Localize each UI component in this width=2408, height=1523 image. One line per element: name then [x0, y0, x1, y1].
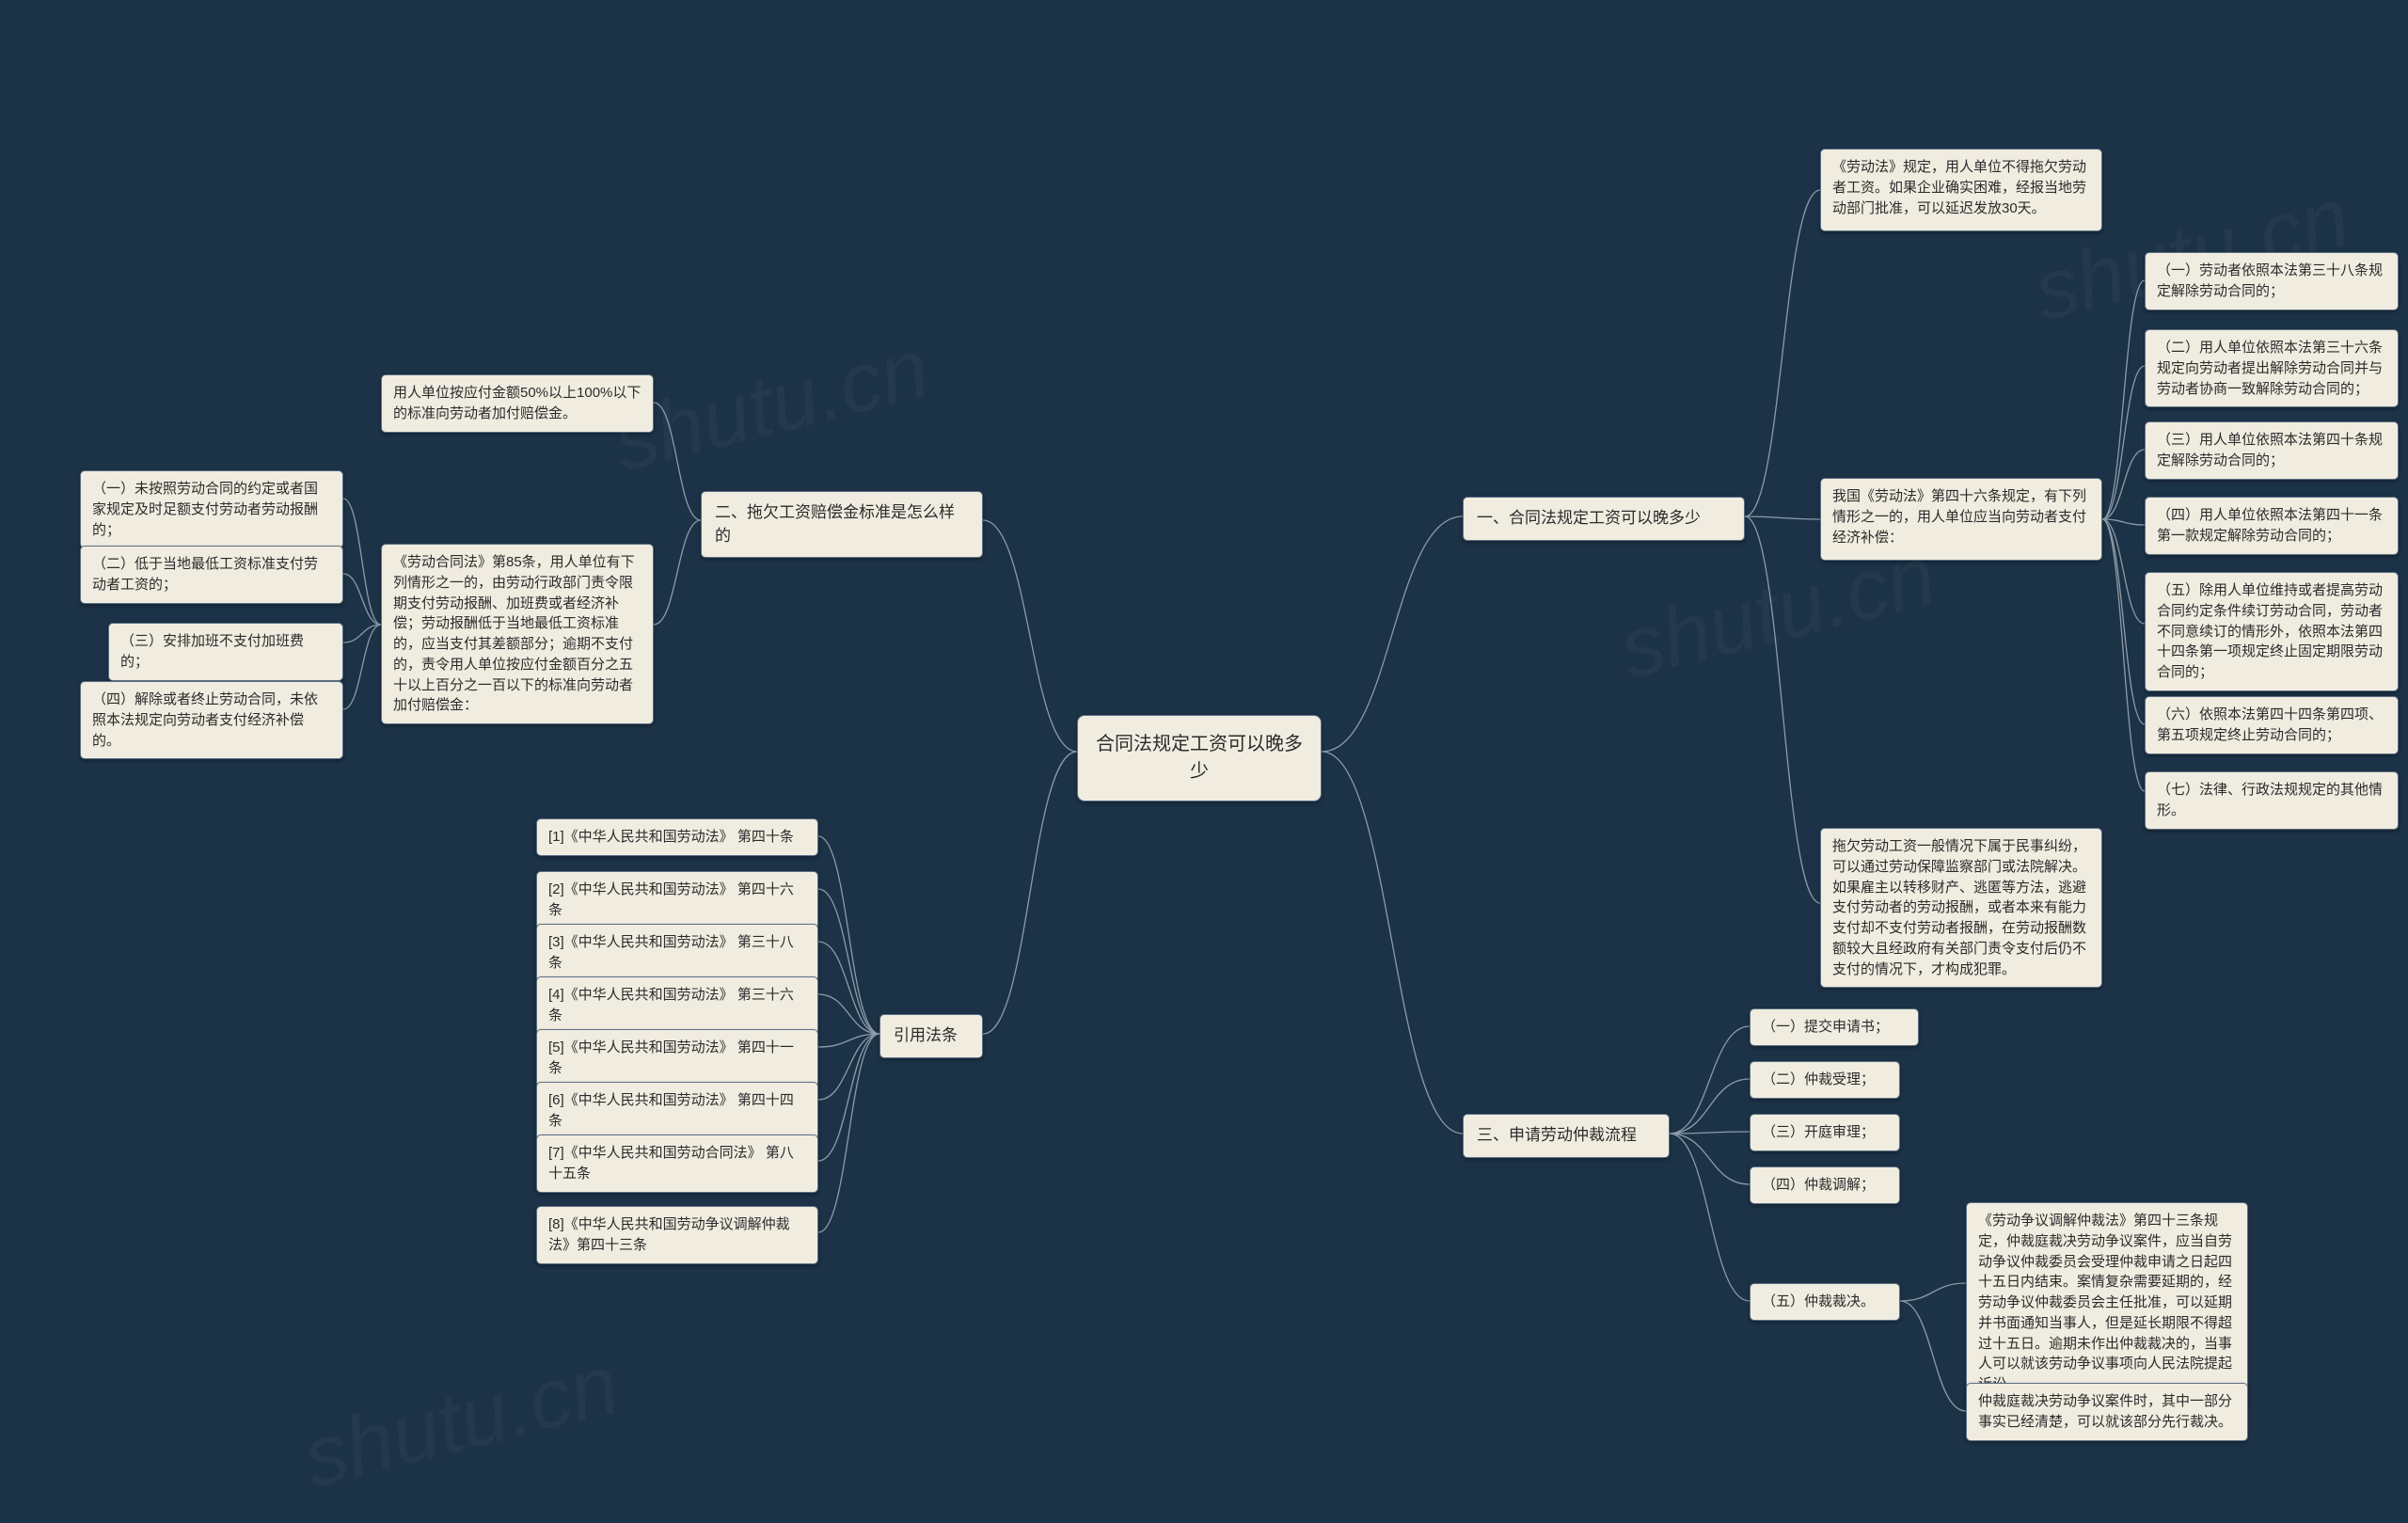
edge-b1-b1a	[1745, 190, 1820, 516]
node-b2b3: （三）安排加班不支付加班费的；	[108, 623, 343, 681]
node-b1a: 《劳动法》规定，用人单位不得拖欠劳动者工资。如果企业确实困难，经报当地劳动部门批…	[1820, 149, 2102, 231]
edge-b3-b3a	[1670, 1026, 1750, 1134]
node-b3: 三、申请劳动仲裁流程	[1463, 1114, 1670, 1158]
node-b2b2: （二）低于当地最低工资标准支付劳动者工资的；	[80, 546, 343, 604]
edge-b4-b4h	[818, 1034, 879, 1232]
node-b1c: 拖欠劳动工资一般情况下属于民事纠纷，可以通过劳动保障监察部门或法院解决。如果雇主…	[1820, 828, 2102, 988]
node-b1b3: （三）用人单位依照本法第四十条规定解除劳动合同的；	[2145, 421, 2399, 480]
edge-b3e-b3e2	[1900, 1301, 1966, 1411]
node-b1b: 我国《劳动法》第四十六条规定，有下列情形之一的，用人单位应当向劳动者支付经济补偿…	[1820, 478, 2102, 561]
edge-b4-b4f	[818, 1034, 879, 1100]
node-b1b1: （一）劳动者依照本法第三十八条规定解除劳动合同的；	[2145, 252, 2399, 310]
edge-b1b-b1b5	[2102, 519, 2145, 624]
node-b3a: （一）提交申请书；	[1750, 1008, 1919, 1046]
node-b1b2: （二）用人单位依照本法第三十六条规定向劳动者提出解除劳动合同并与劳动者协商一致解…	[2145, 329, 2399, 407]
edge-root-b4	[983, 752, 1077, 1034]
node-b2b1: （一）未按照劳动合同的约定或者国家规定及时足额支付劳动者劳动报酬的；	[80, 470, 343, 548]
edge-b4-b4b	[818, 889, 879, 1034]
edge-b2b-b2b1	[343, 499, 381, 625]
node-b4e: [5]《中华人民共和国劳动法》 第四十一条	[536, 1029, 818, 1087]
edge-b1b-b1b2	[2102, 366, 2145, 519]
node-b4b: [2]《中华人民共和国劳动法》 第四十六条	[536, 871, 818, 929]
edge-b4-b4d	[818, 994, 879, 1034]
edge-b1-b1b	[1745, 516, 1820, 519]
edge-b4-b4c	[818, 942, 879, 1034]
node-b1b5: （五）除用人单位维持或者提高劳动合同约定条件续订劳动合同，劳动者不同意续订的情形…	[2145, 572, 2399, 691]
edge-root-b2	[983, 520, 1077, 752]
edge-b1b-b1b1	[2102, 280, 2145, 519]
node-b1: 一、合同法规定工资可以晚多少	[1463, 497, 1745, 541]
edge-b2b-b2b2	[343, 574, 381, 625]
edge-b1-b1c	[1745, 516, 1820, 903]
node-b2a: 用人单位按应付金额50%以上100%以下的标准向劳动者加付赔偿金。	[381, 374, 654, 433]
edge-b2b-b2b4	[343, 625, 381, 709]
edge-root-b3	[1322, 752, 1463, 1134]
watermark: shutu.cn	[605, 320, 939, 491]
node-root: 合同法规定工资可以晚多少	[1077, 715, 1322, 801]
node-b3e1: 《劳动争议调解仲裁法》第四十三条规定，仲裁庭裁决劳动争议案件，应当自劳动争议仲裁…	[1966, 1202, 2248, 1404]
edge-b1b-b1b6	[2102, 519, 2145, 724]
node-b1b6: （六）依照本法第四十四条第四项、第五项规定终止劳动合同的；	[2145, 696, 2399, 754]
node-b4f: [6]《中华人民共和国劳动法》 第四十四条	[536, 1082, 818, 1140]
node-b4g: [7]《中华人民共和国劳动合同法》 第八十五条	[536, 1134, 818, 1193]
edge-b3-b3c	[1670, 1132, 1750, 1134]
watermark: shutu.cn	[294, 1336, 628, 1507]
edge-b3-b3b	[1670, 1079, 1750, 1134]
edge-b2b-b2b3	[343, 625, 381, 643]
edge-b2-b2a	[654, 403, 701, 520]
edge-b1b-b1b4	[2102, 519, 2145, 525]
node-b3d: （四）仲裁调解；	[1750, 1166, 1900, 1204]
node-b3e: （五）仲裁裁决。	[1750, 1283, 1900, 1321]
node-b2b: 《劳动合同法》第85条，用人单位有下列情形之一的，由劳动行政部门责令限期支付劳动…	[381, 544, 654, 724]
edge-b1b-b1b7	[2102, 519, 2145, 791]
node-b4d: [4]《中华人民共和国劳动法》 第三十六条	[536, 976, 818, 1035]
edge-b1b-b1b3	[2102, 450, 2145, 519]
edge-b4-b4a	[818, 836, 879, 1034]
node-b3c: （三）开庭审理；	[1750, 1114, 1900, 1151]
node-b3e2: 仲裁庭裁决劳动争议案件时，其中一部分事实已经清楚，可以就该部分先行裁决。	[1966, 1383, 2248, 1441]
node-b1b4: （四）用人单位依照本法第四十一条第一款规定解除劳动合同的；	[2145, 497, 2399, 555]
edge-b3-b3d	[1670, 1134, 1750, 1184]
edge-b4-b4g	[818, 1034, 879, 1161]
node-b4a: [1]《中华人民共和国劳动法》 第四十条	[536, 818, 818, 856]
node-b4h: [8]《中华人民共和国劳动争议调解仲裁法》第四十三条	[536, 1206, 818, 1264]
node-b1b7: （七）法律、行政法规规定的其他情形。	[2145, 771, 2399, 830]
node-b3b: （二）仲裁受理；	[1750, 1061, 1900, 1099]
node-b2: 二、拖欠工资赔偿金标准是怎么样的	[701, 491, 983, 558]
node-b2b4: （四）解除或者终止劳动合同，未依照本法规定向劳动者支付经济补偿的。	[80, 681, 343, 759]
edge-b2-b2b	[654, 520, 701, 625]
edge-root-b1	[1322, 516, 1463, 752]
edge-b4-b4e	[818, 1034, 879, 1047]
edge-b3-b3e	[1670, 1134, 1750, 1301]
node-b4: 引用法条	[879, 1014, 983, 1058]
edge-b3e-b3e1	[1900, 1283, 1966, 1301]
node-b4c: [3]《中华人民共和国劳动法》 第三十八条	[536, 924, 818, 982]
